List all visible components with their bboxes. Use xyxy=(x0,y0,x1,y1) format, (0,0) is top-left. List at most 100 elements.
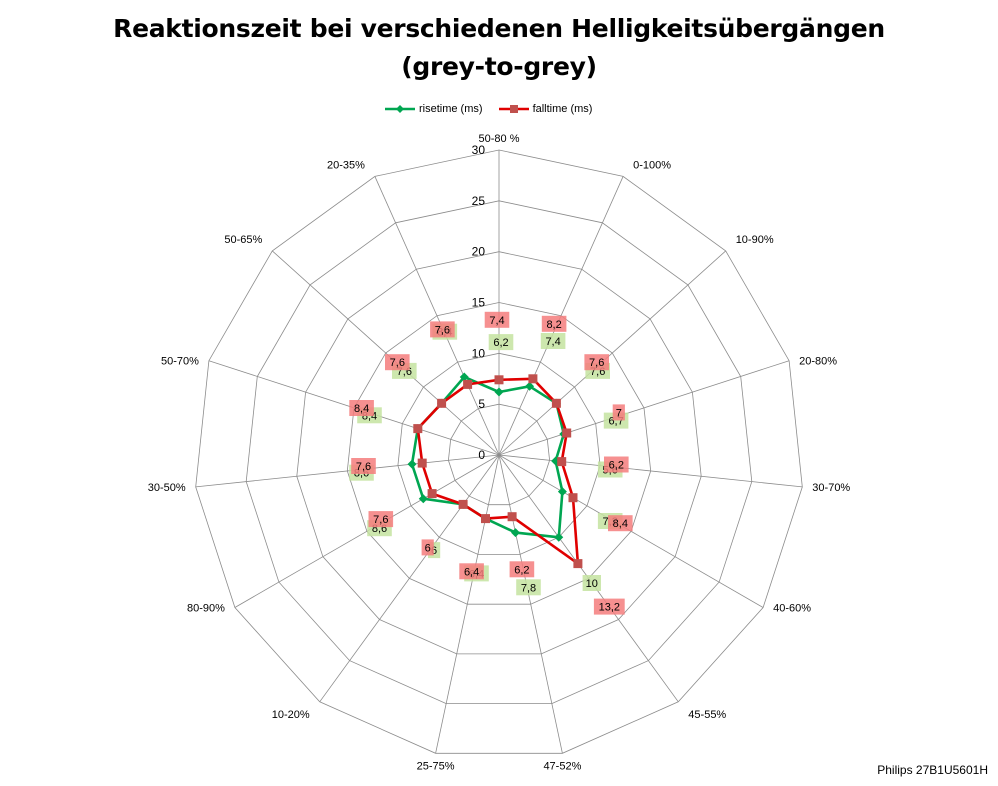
data-label: 8,4 xyxy=(613,518,628,530)
series-line-falltime xyxy=(416,377,580,565)
data-label: 8,2 xyxy=(546,319,561,331)
grid-spoke xyxy=(195,454,500,488)
data-label: 7,8 xyxy=(521,582,536,594)
data-label: 10 xyxy=(586,578,598,590)
radial-tick-label: 15 xyxy=(472,296,486,310)
data-label-bg xyxy=(604,456,629,473)
radial-tick-label: 5 xyxy=(478,397,485,411)
data-label: 13,2 xyxy=(599,602,620,614)
data-label-bg xyxy=(540,333,566,349)
grid-spoke xyxy=(498,454,803,488)
data-label: 6,4 xyxy=(464,566,479,578)
data-label: 7,6 xyxy=(390,357,405,369)
data-point-falltime xyxy=(481,514,490,524)
category-label: 80-90% xyxy=(187,603,225,615)
data-point-falltime xyxy=(413,424,423,434)
data-label-bg xyxy=(612,404,625,421)
grid-spoke xyxy=(435,454,500,754)
data-label-bg xyxy=(349,400,374,416)
data-point-risetime xyxy=(407,459,417,469)
data-point-falltime xyxy=(507,512,517,522)
data-label: 6,2 xyxy=(514,564,529,576)
data-point-falltime xyxy=(417,458,427,468)
category-label: 20-80% xyxy=(799,356,837,368)
data-point-risetime xyxy=(459,372,469,382)
data-label: 6 xyxy=(425,542,431,554)
radial-tick-label: 25 xyxy=(472,194,486,208)
data-point-falltime xyxy=(573,559,583,569)
radial-tick-label: 10 xyxy=(472,346,486,360)
category-label: 25-75% xyxy=(417,760,455,772)
radial-tick-label: 0 xyxy=(478,448,485,462)
data-point-falltime xyxy=(557,457,567,467)
data-point-falltime xyxy=(528,374,538,384)
data-point-falltime xyxy=(463,379,473,389)
data-label-bg xyxy=(488,334,514,351)
data-point-falltime xyxy=(551,398,561,408)
data-label-bg xyxy=(368,511,394,528)
data-point-falltime xyxy=(437,398,447,408)
grid-spoke xyxy=(234,454,500,608)
data-label: 7,6 xyxy=(373,514,388,526)
legend-swatch-risetime xyxy=(385,105,415,113)
data-point-falltime xyxy=(494,375,504,385)
data-label-bg xyxy=(593,598,625,615)
category-label: 45-55% xyxy=(688,709,726,721)
data-label-bg xyxy=(608,515,633,532)
chart-title: Reaktionszeit bei verschiedenen Helligke… xyxy=(0,10,998,86)
legend-swatch-falltime xyxy=(498,105,529,113)
monitor-model-label: Philips 27B1U5601H xyxy=(877,763,988,777)
category-label: 0-100% xyxy=(633,159,671,171)
radar-grid xyxy=(195,149,803,754)
grid-spoke xyxy=(319,454,500,703)
category-label: 50-80 % xyxy=(479,133,520,145)
category-label: 47-52% xyxy=(543,760,581,772)
data-label: 7,4 xyxy=(545,336,560,348)
data-label-bg xyxy=(385,354,410,371)
grid-ring-15 xyxy=(346,302,652,605)
data-label-bg xyxy=(351,458,376,474)
data-point-falltime xyxy=(427,489,437,499)
category-label: 10-20% xyxy=(272,709,310,721)
data-point-risetime xyxy=(557,487,567,497)
legend-label-falltime: falltime (ms) xyxy=(532,103,593,115)
grid-spoke xyxy=(498,454,563,754)
chart-legend: risetime (ms) falltime (ms) xyxy=(385,101,592,117)
data-label-bg xyxy=(541,315,567,332)
radial-tick-label: 30 xyxy=(472,143,486,157)
data-point-risetime xyxy=(418,494,428,504)
data-label-bg xyxy=(459,563,484,580)
data-label-bg xyxy=(484,311,510,328)
data-point-risetime xyxy=(554,532,564,542)
data-label: 7,6 xyxy=(356,461,371,473)
grid-ring-20 xyxy=(296,251,702,655)
data-label: 8,4 xyxy=(354,403,369,415)
grid-ring-10 xyxy=(397,352,601,555)
grid-ring-30 xyxy=(195,149,803,754)
data-label: 6,2 xyxy=(609,460,624,472)
chart-title-line1: Reaktionszeit bei verschiedenen Helligke… xyxy=(113,14,885,43)
category-label: 30-70% xyxy=(812,482,850,494)
data-point-risetime xyxy=(510,528,520,538)
data-label: 7 xyxy=(616,407,622,419)
grid-spoke xyxy=(498,454,764,608)
grid-ring-5 xyxy=(447,403,551,506)
legend-item-risetime: risetime (ms) xyxy=(385,103,483,115)
data-label: 7,4 xyxy=(489,315,504,327)
data-point-falltime xyxy=(458,499,468,509)
data-label-bg xyxy=(584,354,609,371)
data-label-bg xyxy=(582,575,601,591)
data-point-falltime xyxy=(568,493,578,503)
category-label: 40-60% xyxy=(773,603,811,615)
data-label: 7,6 xyxy=(589,357,604,369)
category-label: 50-70% xyxy=(161,356,199,368)
legend-item-falltime: falltime (ms) xyxy=(498,103,593,115)
data-point-risetime xyxy=(525,381,535,391)
data-label: 7,6 xyxy=(435,324,450,336)
data-label-bg xyxy=(509,561,535,578)
category-label: 30-50% xyxy=(148,482,186,494)
data-label: 6 xyxy=(431,545,437,557)
legend-label-risetime: risetime (ms) xyxy=(419,103,483,115)
grid-ring-25 xyxy=(245,200,753,704)
chart-title-line2: (grey-to-grey) xyxy=(401,52,597,81)
